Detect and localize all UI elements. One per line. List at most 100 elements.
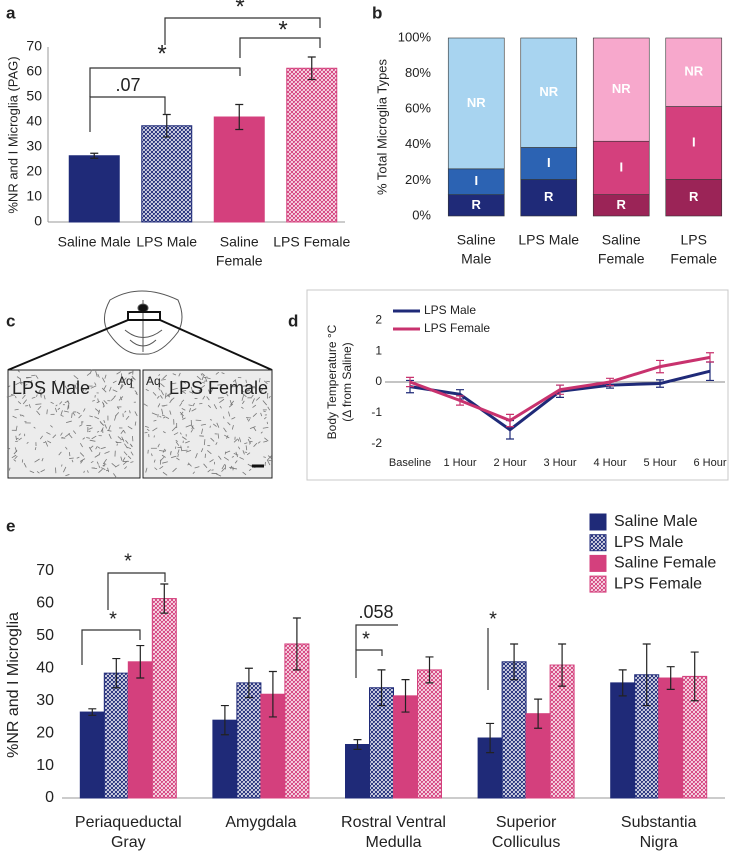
texture-speck	[89, 439, 96, 442]
legend-label: LPS Female	[424, 321, 490, 335]
texture-speck	[266, 459, 271, 466]
texture-speck	[15, 381, 21, 385]
texture-speck	[215, 371, 220, 375]
texture-speck	[11, 454, 17, 459]
texture-speck	[12, 415, 17, 419]
texture-speck	[191, 408, 197, 412]
texture-speck	[60, 410, 63, 416]
texture-speck	[162, 471, 168, 476]
x-tick-label: Amygdala	[225, 814, 296, 831]
texture-speck	[152, 427, 158, 432]
texture-speck	[76, 456, 80, 459]
texture-speck	[170, 382, 177, 385]
texture-speck	[15, 395, 17, 399]
texture-speck	[202, 395, 206, 400]
texture-speck	[144, 425, 149, 428]
error-bar	[642, 643, 651, 707]
x-tick-label: Male	[461, 251, 492, 267]
y-axis-label: %NR and I Microglia (PAG)	[5, 56, 20, 213]
texture-speck	[96, 431, 100, 433]
texture-speck	[158, 374, 161, 377]
texture-speck	[91, 435, 97, 440]
texture-speck	[34, 447, 37, 451]
texture-speck	[267, 455, 272, 461]
texture-speck	[15, 425, 18, 432]
image-label: Aq	[146, 374, 161, 388]
significance-bracket	[89, 96, 166, 132]
texture-speck	[157, 405, 160, 408]
x-tick-label: 2 Hour	[493, 457, 526, 469]
y-tick-label: 60%	[405, 101, 431, 116]
texture-speck	[159, 450, 165, 452]
texture-speck	[227, 422, 231, 426]
y-axis-label: %NR and I Microglia	[5, 612, 22, 758]
texture-speck	[242, 393, 247, 398]
texture-speck	[96, 401, 100, 404]
texture-speck	[33, 426, 36, 429]
texture-speck	[172, 467, 177, 473]
x-tick-label: Superior	[496, 814, 557, 831]
texture-speck	[260, 412, 263, 417]
bar-segment	[592, 140, 650, 195]
texture-speck	[267, 406, 271, 411]
texture-speck	[194, 466, 200, 469]
texture-speck	[104, 424, 108, 429]
texture-speck	[218, 455, 222, 460]
texture-speck	[234, 379, 238, 386]
texture-speck	[64, 385, 68, 390]
texture-speck	[175, 441, 180, 446]
error-bar	[534, 698, 543, 729]
texture-speck	[78, 414, 82, 419]
texture-speck	[110, 396, 115, 401]
texture-speck	[108, 425, 111, 431]
texture-speck	[94, 454, 100, 458]
x-tick-label: LPS Male	[136, 234, 197, 250]
error-bar	[401, 679, 410, 713]
texture-speck	[52, 380, 57, 386]
texture-speck	[14, 455, 18, 460]
micrograph	[142, 369, 273, 479]
x-tick-label: Nigra	[640, 834, 678, 851]
x-tick-label: 5 Hour	[643, 457, 676, 469]
texture-speck	[200, 373, 203, 376]
texture-speck	[102, 401, 105, 407]
texture-speck	[89, 415, 93, 418]
texture-speck	[233, 438, 239, 443]
texture-speck	[29, 470, 35, 474]
segment-label: R	[689, 189, 699, 204]
legend-label: Saline Female	[614, 555, 716, 572]
texture-speck	[262, 400, 268, 406]
texture-speck	[103, 385, 107, 390]
texture-speck	[50, 425, 53, 428]
texture-speck	[144, 431, 148, 434]
texture-speck	[263, 456, 266, 458]
texture-speck	[41, 458, 44, 462]
texture-speck	[120, 396, 123, 401]
bar	[151, 598, 177, 799]
texture-speck	[68, 451, 71, 457]
texture-speck	[98, 465, 101, 469]
texture-speck	[145, 467, 148, 473]
texture-speck	[101, 467, 106, 470]
texture-speck	[92, 399, 95, 402]
texture-speck	[228, 403, 234, 408]
texture-speck	[231, 416, 236, 420]
texture-speck	[122, 457, 126, 462]
y-tick-label: 20	[26, 163, 42, 179]
bar	[393, 695, 418, 799]
y-tick-label: 0	[375, 374, 382, 388]
texture-speck	[167, 393, 173, 397]
brain-outline	[104, 290, 183, 355]
y-tick-label: 10	[36, 757, 54, 774]
texture-speck	[126, 446, 132, 449]
texture-speck	[187, 463, 190, 466]
segment-label: I	[474, 173, 478, 188]
image-label: LPS Female	[169, 378, 268, 398]
texture-speck	[71, 459, 74, 463]
texture-speck	[161, 454, 166, 458]
texture-speck	[165, 392, 171, 397]
texture-speck	[185, 424, 192, 428]
significance-bracket	[89, 67, 241, 97]
segment-label: NR	[612, 81, 631, 96]
texture-speck	[73, 375, 79, 380]
